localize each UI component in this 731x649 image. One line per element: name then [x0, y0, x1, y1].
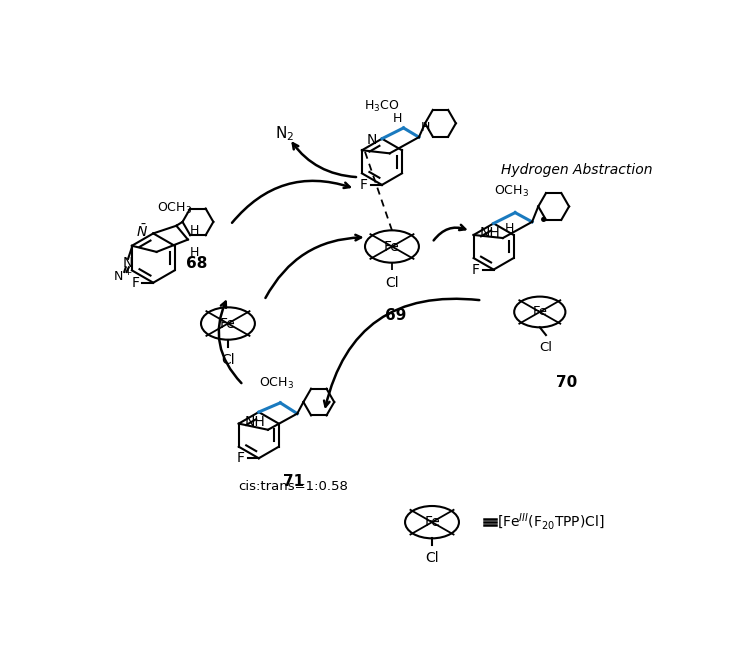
Text: H: H	[393, 112, 402, 125]
Text: H$_3$CO: H$_3$CO	[364, 99, 400, 114]
Text: 71: 71	[283, 474, 304, 489]
Text: Fe: Fe	[384, 239, 400, 254]
Text: 68: 68	[186, 256, 208, 271]
Text: OCH$_3$: OCH$_3$	[259, 376, 294, 391]
Text: $\bullet$: $\bullet$	[537, 209, 547, 227]
Text: F: F	[360, 178, 368, 192]
Text: N$_2$: N$_2$	[275, 124, 294, 143]
Text: NH: NH	[480, 227, 501, 240]
Text: NH: NH	[245, 415, 265, 429]
Text: [Fe$^{III}$(F$_{20}$TPP)Cl]: [Fe$^{III}$(F$_{20}$TPP)Cl]	[498, 512, 605, 532]
Text: Cl: Cl	[385, 276, 399, 289]
Text: N: N	[366, 133, 377, 147]
Text: H: H	[190, 223, 200, 236]
Text: 70: 70	[556, 375, 577, 390]
Text: Fe: Fe	[424, 515, 440, 529]
Text: $\bar{N}$: $\bar{N}$	[136, 223, 148, 239]
Text: F: F	[471, 263, 480, 276]
Text: 69: 69	[385, 308, 406, 323]
Text: H: H	[505, 222, 515, 235]
Text: N$^+$: N$^+$	[113, 269, 132, 284]
Text: OCH$_3$: OCH$_3$	[157, 201, 192, 215]
Text: Cl: Cl	[221, 353, 235, 367]
Text: F: F	[132, 276, 140, 289]
Text: Hydrogen Abstraction: Hydrogen Abstraction	[501, 162, 653, 177]
Text: Fe: Fe	[532, 306, 548, 319]
Text: H: H	[190, 246, 200, 259]
Text: H: H	[420, 121, 430, 134]
Text: N: N	[123, 256, 133, 270]
Text: Fe: Fe	[220, 317, 236, 330]
Text: Cl: Cl	[539, 341, 553, 354]
Text: cis:trans=1:0.58: cis:trans=1:0.58	[238, 480, 349, 493]
Text: OCH$_3$: OCH$_3$	[494, 184, 529, 199]
Text: Cl: Cl	[425, 552, 439, 565]
Text: F: F	[237, 451, 245, 465]
